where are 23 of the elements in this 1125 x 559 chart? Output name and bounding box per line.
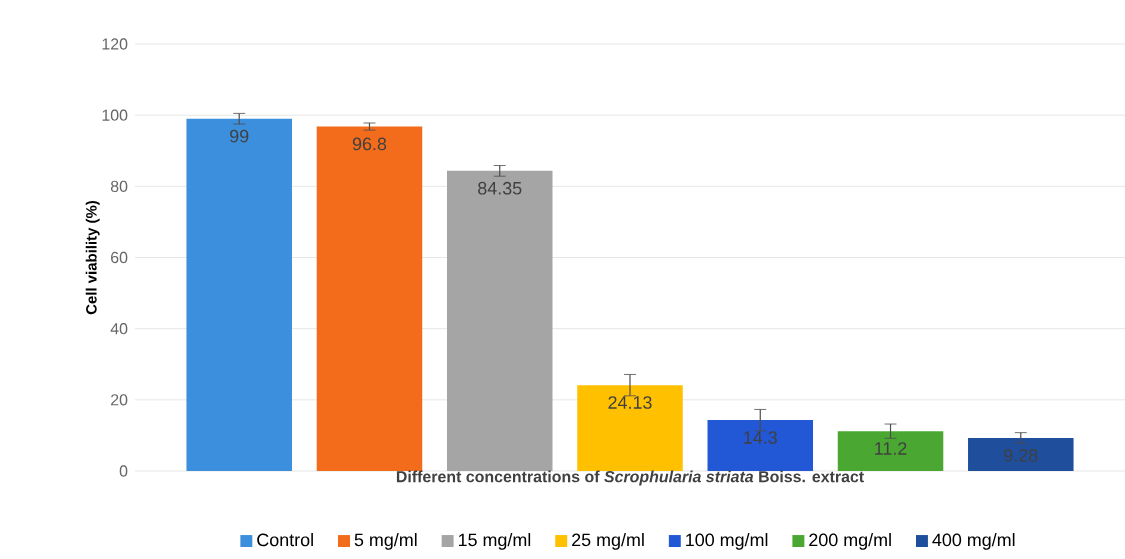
y-tick-label: 60 <box>111 251 128 264</box>
y-axis-title: Cell viability (%) <box>85 200 100 315</box>
legend-label: Control <box>257 533 313 547</box>
y-tick-label: 20 <box>111 394 128 406</box>
legend-label: 200 mg/ml <box>809 533 891 550</box>
legend-label: 15 mg/ml <box>458 533 531 550</box>
data-label: 14.3 <box>744 431 777 444</box>
data-label: 99 <box>230 129 249 143</box>
y-tick-label: 40 <box>110 323 128 335</box>
y-tick-label: 80 <box>110 180 128 192</box>
y-tick-label: 120 <box>102 38 128 50</box>
data-label: 96.8 <box>352 137 387 151</box>
x-axis-title: Different concentrations of Scrophularia striata Boiss. extract <box>396 470 864 486</box>
legend-label: 400 mg/ml <box>932 533 1015 550</box>
y-tick-label: 100 <box>102 109 128 121</box>
data-label: 24.13 <box>608 396 652 409</box>
data-label: 11.2 <box>875 442 907 455</box>
data-label: 84.35 <box>478 181 522 195</box>
y-tick-label: 0 <box>119 465 128 477</box>
data-label: 9.28 <box>1004 448 1038 462</box>
legend-label: 100 mg/ml <box>686 533 768 550</box>
legend-label: 25 mg/ml <box>572 533 644 550</box>
legend-label: 5 mg/ml <box>354 533 417 550</box>
